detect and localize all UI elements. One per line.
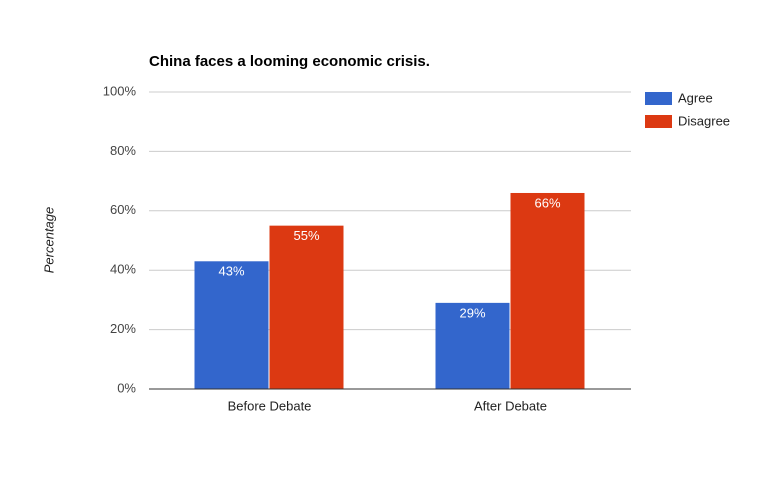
bar bbox=[194, 261, 269, 389]
value-label: 43% bbox=[218, 264, 244, 279]
value-label: 29% bbox=[459, 305, 485, 320]
legend-label: Agree bbox=[678, 90, 713, 105]
bar bbox=[269, 225, 344, 389]
y-tick-label: 100% bbox=[103, 83, 137, 98]
y-tick-label: 0% bbox=[117, 380, 136, 395]
y-tick-label: 80% bbox=[110, 143, 136, 158]
x-tick-label: After Debate bbox=[474, 398, 547, 413]
bar bbox=[435, 302, 510, 389]
y-tick-label: 60% bbox=[110, 202, 136, 217]
legend-swatch bbox=[645, 92, 672, 105]
value-label: 66% bbox=[534, 195, 560, 210]
y-tick-label: 20% bbox=[110, 321, 136, 336]
legend-label: Disagree bbox=[678, 113, 730, 128]
bar bbox=[510, 192, 585, 389]
y-axis-label: Percentage bbox=[41, 207, 56, 274]
legend-swatch bbox=[645, 115, 672, 128]
y-tick-label: 40% bbox=[110, 262, 136, 277]
chart-title: China faces a looming economic crisis. bbox=[149, 53, 430, 70]
value-label: 55% bbox=[293, 228, 319, 243]
x-tick-label: Before Debate bbox=[228, 398, 312, 413]
